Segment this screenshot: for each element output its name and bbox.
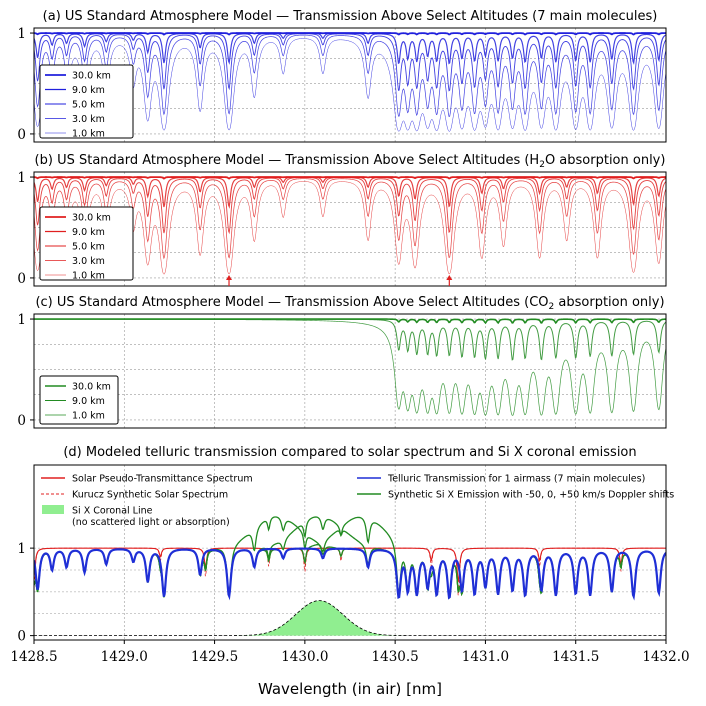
panel-d-legend-label-3: Telluric Transmission for 1 airmass (7 m… bbox=[387, 474, 645, 485]
panel-b-title-prefix: (b) US Standard Atmosphere Model — Trans… bbox=[35, 153, 540, 168]
panel-d-legend: Solar Pseudo-Transmittance Spectrum Kuruc… bbox=[41, 474, 674, 528]
panel-b-legend-label-2: 5.0 km bbox=[72, 242, 105, 253]
panel-a-title: (a) US Standard Atmosphere Model — Trans… bbox=[43, 9, 658, 24]
panel-a-legend-label-3: 3.0 km bbox=[72, 114, 105, 125]
x-axis-label: Wavelength (in air) [nm] bbox=[258, 680, 442, 698]
panel-d-coronal-fill bbox=[34, 600, 666, 636]
panel-b-ytick-label-1: 1 bbox=[17, 170, 26, 186]
panel-c: (c) US Standard Atmosphere Model — Trans… bbox=[17, 295, 667, 429]
panel-b-series-line-4 bbox=[34, 181, 666, 275]
panel-c-ytick-label-1: 1 bbox=[17, 312, 26, 328]
panel-c-legend: 30.0 km 9.0 km 1.0 km bbox=[39, 375, 119, 425]
panel-a-ytick-label-0: 0 bbox=[17, 127, 26, 143]
panel-a-legend-label-4: 1.0 km bbox=[72, 129, 105, 140]
panel-d-ytick-label-1: 1 bbox=[17, 541, 26, 557]
panel-b: (b) US Standard Atmosphere Model — Trans… bbox=[17, 153, 667, 287]
panel-c-title-prefix: (c) US Standard Atmosphere Model — Trans… bbox=[35, 295, 548, 310]
panel-a-series bbox=[34, 32, 666, 132]
panel-c-title: (c) US Standard Atmosphere Model — Trans… bbox=[35, 295, 664, 312]
panel-d-xtick-label-1: 1429.0 bbox=[101, 649, 148, 665]
panel-c-ytick-label-0: 0 bbox=[17, 413, 26, 429]
panel-d-legend-label-2: Si X Coronal Line bbox=[72, 506, 153, 517]
panel-d-xtick-label-5: 1431.0 bbox=[462, 649, 509, 665]
panel-d-frame bbox=[33, 464, 667, 641]
panel-c-title-suffix: absorption only) bbox=[554, 295, 664, 310]
panel-a: (a) US Standard Atmosphere Model — Trans… bbox=[17, 9, 667, 143]
panel-b-series-line-1 bbox=[34, 176, 666, 209]
panel-b-title-suffix: O absorption only) bbox=[545, 153, 666, 168]
panel-d-xtick-label-6: 1431.5 bbox=[552, 649, 599, 665]
panel-c-title-sub: 2 bbox=[549, 302, 555, 312]
panel-b-legend-label-3: 3.0 km bbox=[72, 256, 105, 267]
panel-a-legend: 30.0 km 9.0 km 5.0 km 3.0 km 1.0 km bbox=[39, 64, 134, 140]
panel-a-legend-label-1: 9.0 km bbox=[72, 85, 105, 96]
panel-d-title: (d) Modeled telluric transmission compar… bbox=[63, 445, 636, 460]
panel-d-solar-line bbox=[34, 547, 666, 583]
panel-d-xtick-label-0: 1428.5 bbox=[10, 649, 57, 665]
panel-d-xtick-label-3: 1430.0 bbox=[281, 649, 328, 665]
panel-a-legend-box bbox=[39, 64, 134, 139]
panel-c-series-line-2 bbox=[34, 318, 666, 416]
panel-b-markers bbox=[226, 275, 453, 286]
panel-d-xticks: 1428.5 1429.0 1429.5 1430.0 1430.5 1431.0 1431… bbox=[10, 640, 690, 665]
panel-b-series-line-3 bbox=[34, 178, 666, 260]
panel-b-legend-label-1: 9.0 km bbox=[72, 227, 105, 238]
panel-d: (d) Modeled telluric transmission compar… bbox=[10, 445, 689, 698]
panel-b-title: (b) US Standard Atmosphere Model — Trans… bbox=[35, 153, 666, 170]
panel-d-coronal-outline bbox=[34, 600, 666, 637]
panel-d-xtick-label-7: 1432.0 bbox=[642, 649, 689, 665]
panel-c-legend-box bbox=[39, 375, 119, 425]
panel-a-series-line-4 bbox=[34, 38, 666, 132]
panel-a-series-line-2 bbox=[34, 33, 666, 92]
panel-b-series-line-2 bbox=[34, 177, 666, 235]
panel-b-legend-box bbox=[39, 206, 134, 281]
panel-c-legend-label-2: 1.0 km bbox=[72, 411, 105, 422]
panel-d-legend-label-1: Kurucz Synthetic Solar Spectrum bbox=[72, 490, 228, 501]
panel-b-frame bbox=[33, 171, 667, 287]
panel-d-series bbox=[34, 516, 666, 637]
panel-b-legend: 30.0 km 9.0 km 5.0 km 3.0 km 1.0 km bbox=[39, 206, 134, 282]
panel-c-grid bbox=[33, 314, 667, 428]
panel-a-frame bbox=[33, 27, 667, 143]
panel-a-yticks: 01 bbox=[17, 26, 34, 143]
panel-d-ytick-label-0: 0 bbox=[17, 629, 26, 645]
panel-a-legend-label-0: 30.0 km bbox=[72, 71, 111, 82]
panel-d-xtick-label-4: 1430.5 bbox=[372, 649, 419, 665]
panel-c-yticks: 01 bbox=[17, 312, 34, 429]
panel-b-legend-label-4: 1.0 km bbox=[72, 271, 105, 282]
panel-d-kurucz-line bbox=[34, 547, 666, 596]
panel-c-legend-label-0: 30.0 km bbox=[72, 382, 111, 393]
panel-a-legend-label-2: 5.0 km bbox=[72, 100, 105, 111]
panel-b-ytick-label-0: 0 bbox=[17, 271, 26, 287]
panel-c-legend-label-1: 9.0 km bbox=[72, 396, 105, 407]
panel-c-frame bbox=[33, 313, 667, 429]
panel-d-xtick-label-2: 1429.5 bbox=[191, 649, 238, 665]
panel-b-title-sub: 2 bbox=[539, 160, 545, 170]
panel-a-ytick-label-1: 1 bbox=[17, 26, 26, 42]
panel-c-series bbox=[34, 318, 666, 416]
panel-d-telluric-line bbox=[34, 547, 666, 601]
panel-b-legend-label-0: 30.0 km bbox=[72, 213, 111, 224]
panel-d-legend-label-0: Solar Pseudo-Transmittance Spectrum bbox=[72, 474, 253, 485]
panel-b-yticks: 01 bbox=[17, 170, 34, 287]
panel-d-legend-label-2-line2: (no scattered light or absorption) bbox=[72, 517, 230, 528]
panel-b-marker-head-0 bbox=[226, 275, 233, 280]
panel-b-marker-head-1 bbox=[446, 275, 453, 280]
panel-c-legend-entries: 30.0 km 9.0 km 1.0 km bbox=[45, 382, 111, 422]
panel-d-legend-swatch-2 bbox=[42, 505, 64, 514]
panel-c-series-line-1 bbox=[34, 318, 666, 361]
panel-a-series-line-1 bbox=[34, 32, 666, 66]
panel-a-legend-entries: 30.0 km 9.0 km 5.0 km 3.0 km 1.0 km bbox=[45, 71, 111, 140]
panel-b-legend-entries: 30.0 km 9.0 km 5.0 km 3.0 km 1.0 km bbox=[45, 213, 111, 282]
panel-d-yticks: 01 bbox=[17, 541, 34, 645]
panel-a-series-line-3 bbox=[34, 34, 666, 118]
panel-b-series bbox=[34, 176, 666, 275]
panel-d-legend-label-4: Synthetic Si X Emission with -50, 0, +50… bbox=[388, 490, 674, 501]
